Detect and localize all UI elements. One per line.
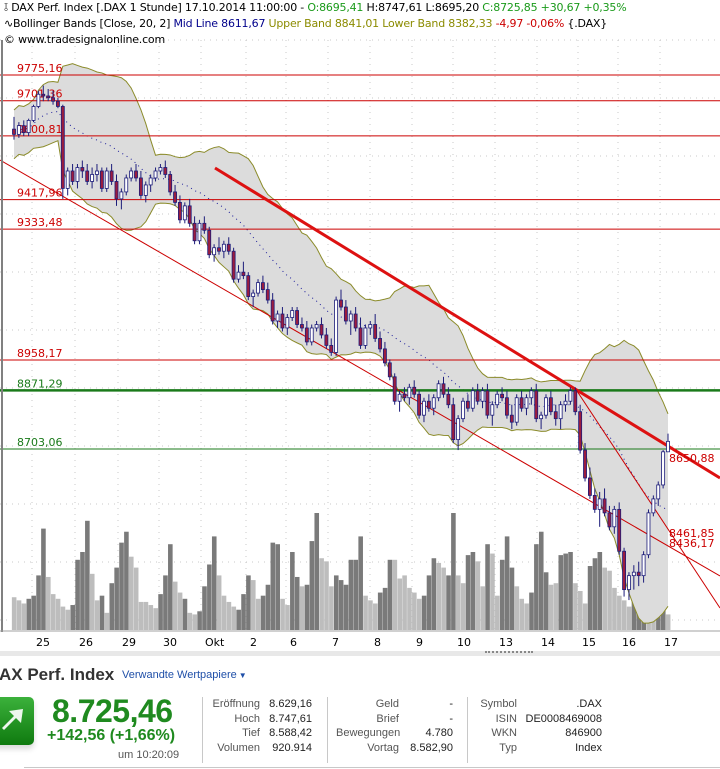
legend-open: O:8695,41: [307, 1, 364, 14]
stat-value: 8.588,42: [269, 727, 312, 739]
svg-text:8650,88: 8650,88: [669, 452, 715, 465]
legend-price: ⫱ DAX Perf. Index [.DAX 1 Stunde] 17.10.…: [4, 0, 627, 16]
stat-row: Hoch 8.747,61: [210, 712, 312, 727]
instrument-title: AX Perf. Index: [0, 665, 115, 684]
quote-stats-2: Geld - Brief - Bewegungen 4.780 Vortag 8.582,90: [336, 697, 453, 755]
price-change: +142,56 (+1,66%): [47, 727, 176, 744]
stat-row: ISIN DE0008469008: [475, 712, 602, 727]
stat-label: ISIN: [495, 712, 517, 725]
legend-midline: Mid Line 8611,67: [173, 17, 266, 30]
stat-row: Brief -: [336, 712, 453, 727]
divider: [202, 697, 203, 763]
stat-row: WKN 846900: [475, 726, 602, 741]
stat-label: WKN: [491, 727, 517, 739]
svg-text:9417,96: 9417,96: [17, 187, 63, 200]
x-tick-label: 29: [122, 636, 136, 649]
arrow-up-right-icon: [0, 697, 34, 745]
x-tick-label: 15: [582, 636, 596, 649]
stat-row: Geld -: [336, 697, 453, 712]
x-tick-label: 25: [36, 636, 50, 649]
svg-text:8871,29: 8871,29: [17, 377, 63, 390]
last-price: 8.725,46: [52, 693, 173, 729]
stat-row: Vortag 8.582,90: [336, 741, 453, 756]
divider: [327, 697, 328, 763]
legend-symbol: {.DAX}: [564, 17, 608, 30]
stat-label: Vortag: [367, 741, 399, 754]
legend-bollinger: ∿Bollinger Bands [Close, 20, 2] Mid Line…: [4, 16, 607, 32]
quote-time: um 10:20:09: [118, 749, 180, 761]
svg-text:8461,85: 8461,85: [669, 527, 715, 540]
stat-label: Symbol: [480, 698, 517, 710]
stat-label: Tief: [242, 727, 260, 739]
legend-lower: Lower Band 8382,33: [378, 17, 493, 30]
x-tick-label: 2: [250, 636, 257, 649]
stat-value: 920.914: [272, 741, 312, 754]
stat-value: .DAX: [576, 698, 602, 710]
divider: [467, 697, 468, 763]
stat-value: -: [449, 698, 453, 710]
stat-label: Volumen: [217, 741, 260, 754]
chart-area[interactable]: 9775,169701,369600,819417,969333,488958,…: [0, 0, 720, 656]
related-securities-link[interactable]: Verwandte Wertpapiere ▼: [122, 669, 247, 681]
x-tick-label: Okt: [205, 636, 225, 649]
stat-value: 846900: [565, 727, 602, 739]
copyright: © www.tradesignalonline.com: [4, 33, 165, 46]
svg-text:8958,17: 8958,17: [17, 347, 63, 360]
stat-row: Eröffnung 8.629,16: [210, 697, 312, 712]
svg-text:8703,06: 8703,06: [17, 436, 63, 449]
bollinger-icon: ∿: [4, 17, 14, 30]
quote-stats-1: Eröffnung 8.629,16 Hoch 8.747,61 Tief 8.588,4…: [210, 697, 312, 755]
svg-text:9333,48: 9333,48: [17, 216, 63, 229]
stat-label: Typ: [499, 741, 517, 754]
instrument-details: Symbol .DAX ISIN DE0008469008 WKN 846900 Typ In…: [475, 697, 602, 755]
x-tick-label: 16: [622, 636, 636, 649]
stat-row: Typ Index: [475, 741, 602, 756]
stat-row: Tief 8.588,42: [210, 726, 312, 741]
legend-band-change: -4,97 -0,06%: [492, 17, 565, 30]
stat-row: Symbol .DAX: [475, 697, 602, 712]
x-tick-label: 13: [499, 636, 513, 649]
x-tick-label: 14: [541, 636, 555, 649]
x-tick-label: 30: [163, 636, 177, 649]
stat-label: Eröffnung: [212, 698, 260, 710]
legend-low: L:8695,20: [422, 1, 480, 14]
stat-label: Bewegungen: [336, 727, 401, 739]
x-tick-label: 8: [374, 636, 381, 649]
quote-panel: AX Perf. Index Verwandte Wertpapiere ▼ 8.…: [0, 657, 720, 769]
x-axis: 25 26 29 30 Okt 2 6 7 8 9 10 13 14 15 16 17: [0, 632, 720, 650]
svg-text:9775,16: 9775,16: [17, 62, 63, 75]
svg-text:8436,17: 8436,17: [669, 537, 715, 550]
stat-value: 8.629,16: [269, 698, 312, 710]
x-tick-label: 10: [457, 636, 471, 649]
stat-value: 8.582,90: [410, 741, 453, 754]
x-tick-label: 6: [290, 636, 297, 649]
stat-value: 4.780: [425, 727, 453, 739]
related-securities-label: Verwandte Wertpapiere: [122, 669, 237, 681]
price-chart[interactable]: 9775,169701,369600,819417,969333,488958,…: [0, 0, 720, 632]
horizontal-scrollbar[interactable]: [0, 651, 720, 656]
stat-value: Index: [575, 741, 602, 754]
stat-value: 8.747,61: [269, 712, 312, 725]
legend-close: C:8725,85 +30,67 +0,35%: [479, 1, 627, 14]
stat-value: -: [449, 712, 453, 725]
stat-label: Geld: [375, 698, 399, 710]
x-tick-label: 17: [664, 636, 678, 649]
stat-row: Bewegungen 4.780: [336, 726, 453, 741]
legend-upper: Upper Band 8841,01: [265, 17, 380, 30]
stat-value: DE0008469008: [525, 712, 602, 725]
legend-high: H:8747,61: [363, 1, 423, 14]
legend-bollinger-name: Bollinger Bands [Close, 20, 2]: [13, 17, 174, 30]
caret-down-icon: ▼: [238, 671, 247, 680]
x-tick-label: 7: [332, 636, 339, 649]
stat-row: Volumen 920.914: [210, 741, 312, 756]
divider: [24, 767, 720, 768]
scrollbar-grip[interactable]: [485, 651, 533, 656]
legend-instrument: DAX Perf. Index [.DAX 1 Stunde] 17.10.20…: [11, 1, 308, 14]
x-tick-label: 9: [416, 636, 423, 649]
stat-label: Brief: [376, 712, 399, 725]
stat-label: Hoch: [234, 712, 260, 725]
x-tick-label: 26: [79, 636, 93, 649]
candlestick-icon: ⫱: [4, 1, 8, 14]
